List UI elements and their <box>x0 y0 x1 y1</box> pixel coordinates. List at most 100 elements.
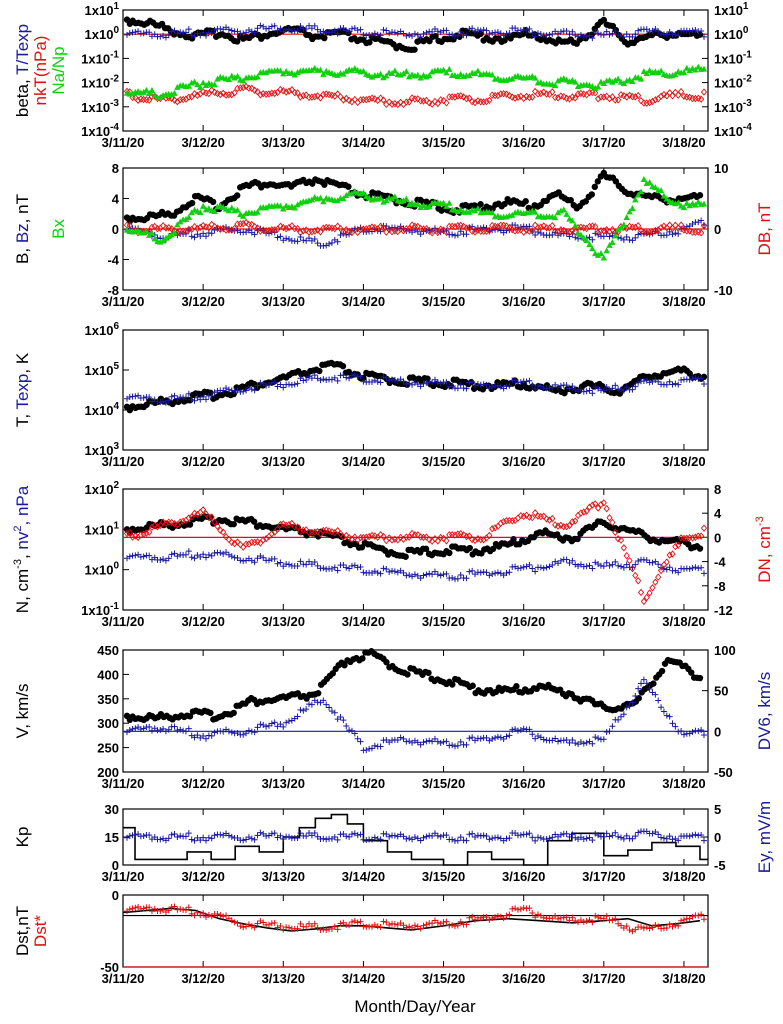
data-point-fill <box>177 95 184 104</box>
data-point-fill <box>386 534 393 542</box>
data-point-fill <box>637 188 645 195</box>
data-point-fill <box>174 906 181 913</box>
data-point-fill <box>626 91 633 100</box>
data-point-fill <box>603 728 610 735</box>
data-point-fill <box>497 519 504 527</box>
data-point-fill <box>615 716 622 723</box>
data-point <box>600 16 608 24</box>
data-point-fill <box>557 382 564 389</box>
data-point-fill <box>489 383 496 390</box>
data-point-fill <box>285 718 292 725</box>
data-point-fill <box>678 221 685 229</box>
data-point-fill <box>202 735 209 742</box>
data-point-fill <box>126 553 133 560</box>
data-point-fill <box>265 921 272 928</box>
y-tick-label: 1x100 <box>85 25 120 42</box>
data-point-fill <box>698 27 705 34</box>
data-point-fill <box>368 73 376 80</box>
data-point-fill <box>660 708 667 715</box>
data-point <box>240 837 247 844</box>
data-point-fill <box>566 739 573 746</box>
series-N <box>123 513 704 560</box>
data-point-fill <box>357 26 364 33</box>
data-point-fill <box>434 28 441 35</box>
data-point-fill <box>317 530 324 538</box>
data-point-fill <box>383 374 390 381</box>
data-point-fill <box>303 226 310 234</box>
data-point-fill <box>380 532 387 541</box>
data-point <box>280 384 287 391</box>
data-point-fill <box>532 33 539 40</box>
data-point-fill <box>594 83 602 90</box>
data-point-fill <box>454 232 461 239</box>
data-point-fill <box>406 201 413 208</box>
data-point-fill <box>283 235 290 242</box>
data-point <box>560 206 567 213</box>
data-point-fill <box>406 738 413 745</box>
data-point-fill <box>182 551 189 558</box>
data-point-fill <box>294 224 301 233</box>
data-point-fill <box>517 27 524 34</box>
data-point-fill <box>477 735 484 742</box>
data-point-fill <box>526 25 533 32</box>
data-point-fill <box>308 375 315 382</box>
data-point-fill <box>283 224 290 233</box>
data-point-fill <box>341 662 348 669</box>
data-point-fill <box>314 226 321 234</box>
data-point-fill <box>443 918 450 925</box>
data-point-fill <box>534 382 541 389</box>
data-point-fill <box>297 527 304 536</box>
data-point-fill <box>340 25 347 32</box>
data-point-fill <box>151 92 158 100</box>
x-tick-label: 3/18/20 <box>662 135 705 150</box>
svg-text:Dst,nT: Dst,nT <box>13 906 32 956</box>
data-point-fill <box>591 183 599 191</box>
data-point-fill <box>208 220 215 229</box>
data-point-fill <box>343 191 350 198</box>
series-B <box>123 169 704 225</box>
data-point-fill <box>567 197 574 204</box>
svg-text:V, km/s: V, km/s <box>13 683 32 738</box>
data-point-fill <box>257 829 264 836</box>
data-point-fill <box>248 220 255 229</box>
data-point-fill <box>626 556 633 565</box>
data-point-fill <box>489 209 496 216</box>
data-point <box>480 224 487 231</box>
data-point-fill <box>492 383 499 390</box>
data-point-fill <box>357 563 364 570</box>
x-tick-label: 3/11/20 <box>102 135 145 150</box>
data-point-fill <box>592 500 599 508</box>
data-point-fill <box>168 831 175 838</box>
data-point-fill <box>263 90 270 98</box>
data-point-fill <box>429 833 436 840</box>
y-tick-label: 4 <box>112 192 120 207</box>
data-point-fill <box>606 514 613 522</box>
data-point-fill <box>423 921 430 928</box>
data-point-fill <box>583 237 590 244</box>
data-point-fill <box>454 208 462 215</box>
x-tick-label: 3/18/20 <box>662 971 705 986</box>
data-point-fill <box>615 535 622 543</box>
data-point-fill <box>225 76 233 83</box>
data-point-fill <box>391 921 398 928</box>
data-point-fill <box>300 91 307 100</box>
x-tick-label: 3/11/20 <box>102 614 145 629</box>
data-point-fill <box>380 224 387 232</box>
data-point-fill <box>486 384 493 391</box>
data-point-fill <box>620 544 627 552</box>
data-point-fill <box>254 208 261 215</box>
data-point-fill <box>617 563 624 570</box>
data-point-fill <box>603 28 610 35</box>
data-point-fill <box>209 198 217 206</box>
data-point-fill <box>328 239 335 246</box>
data-point-fill <box>314 527 321 536</box>
data-point-fill <box>509 75 516 82</box>
data-point-fill <box>629 205 636 212</box>
data-point-fill <box>543 564 550 571</box>
data-point-fill <box>363 747 370 754</box>
data-point-fill <box>623 832 630 839</box>
data-point-fill <box>165 726 172 733</box>
data-point-fill <box>371 95 378 103</box>
data-point-fill <box>589 837 596 844</box>
